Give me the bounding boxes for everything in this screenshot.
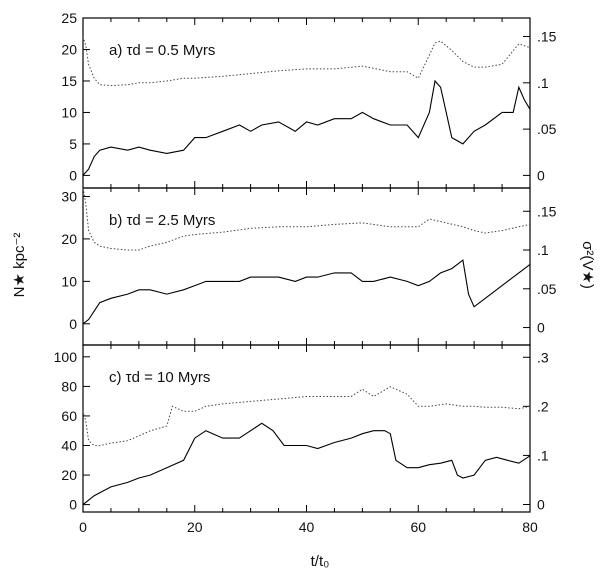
right-tick-label: .2 (537, 398, 549, 414)
left-tick-label: 5 (69, 136, 77, 152)
dispersion-series-dotted (82, 187, 531, 251)
dispersion-series-dotted (82, 36, 531, 87)
left-tick-label: 0 (69, 316, 77, 332)
left-tick-label: 40 (61, 437, 77, 453)
x-tick-label: 0 (79, 519, 87, 535)
dispersion-series-dotted (82, 386, 531, 447)
left-tick-label: 20 (61, 231, 77, 247)
left-tick-label: 80 (61, 378, 77, 394)
x-axis-label: t/t₀ (311, 553, 330, 570)
right-tick-label: 0 (537, 167, 545, 183)
panel-label: c) τd = 10 Myrs (109, 369, 210, 386)
left-tick-label: 30 (61, 188, 77, 204)
left-tick-label: 15 (61, 73, 77, 89)
x-tick-label: 80 (522, 519, 538, 535)
panel-label: b) τd = 2.5 Myrs (109, 212, 215, 229)
right-tick-label: .1 (537, 75, 549, 91)
surface-density-series-solid (82, 259, 531, 325)
right-tick-label: .1 (537, 447, 549, 463)
right-tick-label: .15 (537, 29, 557, 45)
left-tick-label: 0 (69, 497, 77, 513)
x-tick-label: 60 (410, 519, 426, 535)
panel-1: 0 5 10 15 20 25 0 .05 .1 .15 a) τd = 0.5 Myrs (61, 10, 557, 189)
right-tick-label: 0 (537, 496, 545, 512)
surface-density-series-solid (82, 422, 531, 506)
right-tick-label: .3 (537, 349, 549, 365)
x-tick-labels: 0 20 40 60 80 (79, 519, 538, 535)
panels-group: 0 5 10 15 20 25 0 .05 .1 .15 a) τd = 0.5 Myrs 0 10 20… (54, 10, 557, 513)
right-y-axis-label: σ²(V★) (579, 241, 596, 289)
surface-density-series-solid (82, 79, 531, 176)
panel-label: a) τd = 0.5 Myrs (109, 42, 215, 59)
x-tick-label: 40 (299, 519, 315, 535)
left-tick-label: 20 (61, 467, 77, 483)
left-tick-label: 100 (54, 349, 78, 365)
left-tick-label: 10 (61, 273, 77, 289)
right-tick-label: .05 (537, 281, 557, 297)
x-tick-label: 20 (187, 519, 203, 535)
right-tick-label: .15 (537, 203, 557, 219)
right-tick-label: 0 (537, 320, 545, 336)
left-tick-label: 10 (61, 104, 77, 120)
panel-3: 0 20 40 60 80 100 0 .1 .2 .3 c) τd = 10 Myrs (54, 344, 549, 513)
left-tick-label: 0 (69, 167, 77, 183)
left-y-axis-label: N★ kpc⁻² (11, 233, 28, 298)
panel-2: 0 10 20 30 0 .05 .1 .15 b) τd = 2.5 Myrs (61, 187, 557, 346)
left-tick-label: 25 (61, 10, 77, 26)
left-tick-label: 20 (61, 41, 77, 57)
right-tick-label: .05 (537, 121, 557, 137)
right-tick-label: .1 (537, 242, 549, 258)
left-tick-label: 60 (61, 408, 77, 424)
